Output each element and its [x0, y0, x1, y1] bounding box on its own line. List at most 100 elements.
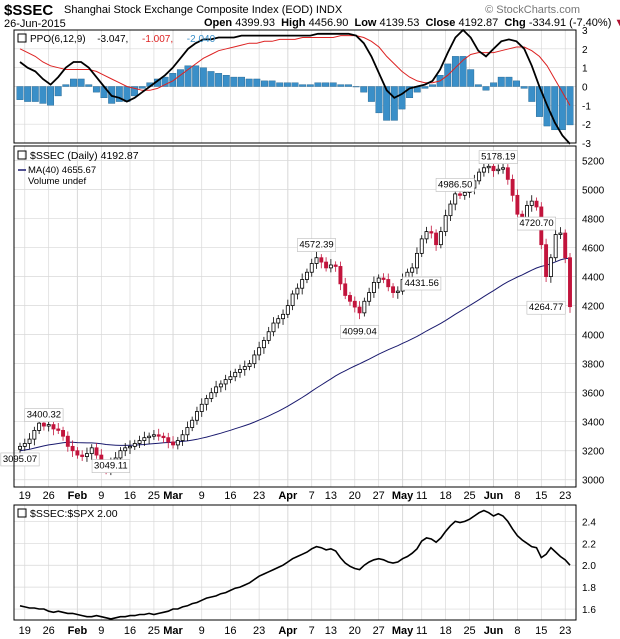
ma-legend-entry: MA(40) 4655.67 [28, 165, 96, 176]
ppo-histogram-bar [230, 76, 238, 87]
price-candle [333, 264, 338, 267]
ppo-histogram-bar [192, 65, 200, 87]
price-annotation-box [402, 276, 442, 291]
x-tick-label: 26 [43, 490, 55, 502]
price-candle [94, 447, 99, 456]
price-annotation: 3400.32 [27, 410, 61, 421]
x-tick-label: 16 [124, 490, 136, 502]
price-candle [443, 215, 448, 233]
price-candle [343, 283, 348, 296]
ppo-histogram-bar [513, 80, 520, 87]
x-tick-label: 27 [373, 625, 385, 637]
x-tick-label: 20 [349, 625, 361, 637]
ratio-panel-frame [13, 504, 577, 621]
x-tick-label: 25 [463, 625, 475, 637]
high-value: 4456.90 [308, 17, 349, 29]
x-tick-label: 15 [535, 490, 547, 502]
ppo-histogram-bar [375, 86, 383, 114]
index-full-name: Shanghai Stock Exchange Composite Index … [64, 4, 313, 16]
price-candle [18, 445, 22, 450]
price-annotation-box [526, 300, 566, 315]
price-annotation-box [478, 150, 518, 164]
price-tick-label: 3600 [582, 389, 605, 400]
ppo-histogram-bar [70, 78, 77, 87]
ppo-histogram-bar [276, 82, 284, 87]
price-candle [491, 165, 496, 172]
volume-legend-entry: Volume undef [28, 176, 86, 187]
x-tick-label: 13 [325, 490, 337, 502]
x-tick-label: 9 [199, 625, 205, 637]
price-tick-label: 3400 [582, 418, 605, 429]
price-candle [61, 430, 65, 437]
high-label: High [281, 17, 306, 29]
price-candle [529, 200, 534, 206]
price-candle [515, 194, 520, 215]
price-candle [185, 427, 190, 436]
ppo-histogram-bar [31, 86, 39, 102]
price-candle [80, 454, 85, 457]
ppo-histogram-bar [451, 56, 459, 87]
price-candle [305, 271, 309, 280]
ppo-histogram-bar [528, 86, 536, 102]
x-tick-label: 11 [416, 625, 427, 637]
ppo-histogram-bar [398, 86, 406, 110]
price-candle [453, 193, 458, 205]
ppo-histogram-bar [253, 78, 261, 87]
ppo-histogram-bar [207, 71, 215, 87]
ppo-histogram-bar [421, 86, 429, 89]
price-candle [300, 279, 305, 289]
x-tick-label: 16 [224, 625, 236, 637]
ppo-histogram-bar [566, 86, 574, 126]
price-annotation: 4264.77 [529, 302, 563, 313]
price-annotation: 3095.07 [3, 454, 37, 465]
price-candle [151, 434, 156, 437]
price-candle [285, 305, 290, 315]
chg-label: Chg [504, 17, 526, 29]
ppo-histogram-bar [268, 80, 276, 87]
ppo-histogram-bar [505, 76, 513, 87]
price-candle [415, 252, 419, 269]
price-candle [175, 440, 180, 446]
ppo-histogram-bar [77, 78, 85, 87]
price-candle [314, 257, 319, 264]
ppo-histogram-bar [215, 73, 223, 87]
ppo-histogram-bar [551, 86, 559, 131]
ppo-histogram-bar [47, 86, 55, 106]
ticker-symbol: $SSEC [4, 2, 54, 19]
price-annotation: 4099.04 [342, 326, 376, 337]
price-candle [544, 244, 549, 277]
ppo-histogram-bar [299, 84, 307, 87]
x-tick-label: 18 [440, 490, 452, 502]
price-candle [242, 366, 247, 370]
price-candle [180, 434, 185, 441]
price-candle [395, 290, 400, 293]
price-panel-frame [13, 145, 577, 488]
price-candle [295, 287, 300, 295]
close-label: Close [425, 17, 456, 29]
ppo-histogram-bar [345, 84, 352, 87]
price-candle [568, 257, 572, 308]
ppo-histogram-bar [329, 82, 337, 87]
price-annotation: 4572.39 [299, 240, 333, 251]
price-tick-label: 5000 [582, 186, 605, 197]
x-tick-label: 23 [559, 625, 571, 637]
ppo-histogram-bar [238, 76, 245, 87]
ratio-tick-label: 2.0 [582, 561, 596, 572]
price-candle [261, 340, 266, 349]
price-candle [271, 322, 276, 333]
price-candle [438, 231, 443, 246]
ppo-histogram-bar [558, 86, 566, 131]
ppo-histogram-bar [62, 84, 70, 87]
ppo-tick-label: 0 [582, 83, 588, 94]
x-tick-label: Jun [484, 490, 504, 502]
ppo-histogram-bar [367, 86, 375, 102]
price-candle [290, 293, 295, 307]
price-tick-label: 4600 [582, 244, 605, 255]
price-candle [156, 434, 161, 437]
ratio-legend-swatch [17, 508, 27, 518]
ppo-histogram-bar [138, 86, 146, 89]
price-candle [510, 178, 515, 196]
ppo-histogram-bar [115, 86, 123, 102]
ppo-histogram-bar [85, 84, 93, 87]
